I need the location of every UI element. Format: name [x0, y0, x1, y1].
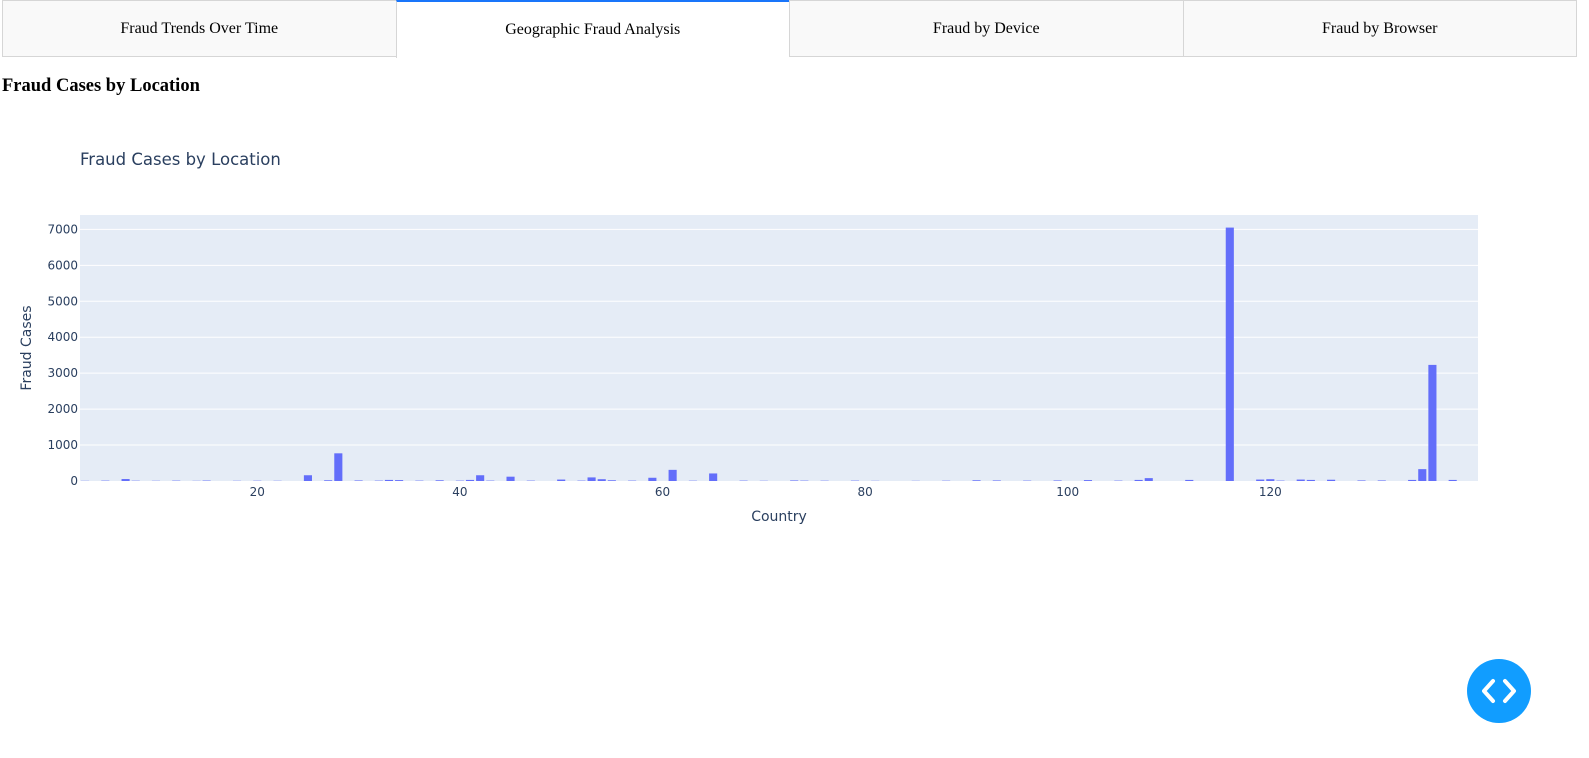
bar[interactable]	[972, 480, 981, 481]
bar[interactable]	[1144, 478, 1153, 481]
bar[interactable]	[1134, 479, 1143, 481]
tab-bar: Fraud Trends Over Time Geographic Fraud …	[2, 0, 1577, 58]
bar[interactable]	[465, 479, 475, 481]
bar[interactable]	[1306, 479, 1315, 481]
tab-geographic-fraud-analysis[interactable]: Geographic Fraud Analysis	[395, 0, 789, 58]
code-toggle-button[interactable]	[1467, 659, 1531, 723]
bar[interactable]	[1296, 479, 1305, 481]
bar[interactable]	[1428, 364, 1437, 481]
bar[interactable]	[587, 477, 596, 481]
x-tick-label: 20	[250, 485, 265, 499]
chart-title: Fraud Cases by Location	[80, 150, 281, 169]
y-tick-label: 0	[70, 474, 78, 488]
bar[interactable]	[334, 453, 343, 481]
x-tick-label: 60	[655, 485, 670, 499]
bar[interactable]	[1225, 227, 1234, 481]
bar[interactable]	[1377, 480, 1386, 481]
y-tick-label: 6000	[47, 258, 78, 272]
tab-fraud-trends[interactable]: Fraud Trends Over Time	[2, 0, 396, 57]
x-tick-label: 40	[452, 485, 467, 499]
bar[interactable]	[1448, 479, 1457, 481]
y-axis-ticks: 0 1000 2000 3000 4000 5000 6000 7000	[47, 222, 78, 488]
gridlines	[80, 228, 1478, 446]
plot-area	[80, 215, 1478, 481]
bar[interactable]	[384, 479, 394, 481]
bar[interactable]	[668, 469, 677, 481]
x-tick-label: 100	[1056, 485, 1079, 499]
bar[interactable]	[1266, 479, 1275, 481]
bar[interactable]	[709, 473, 718, 481]
x-tick-label: 120	[1259, 485, 1282, 499]
bar-series	[81, 227, 1457, 481]
y-tick-label: 2000	[47, 402, 78, 416]
bar[interactable]	[506, 476, 515, 481]
bar[interactable]	[354, 480, 363, 481]
y-axis-label: Fraud Cases	[19, 305, 35, 390]
x-axis-label: Country	[751, 509, 807, 525]
bar[interactable]	[1185, 479, 1194, 481]
bar[interactable]	[395, 480, 404, 481]
bar[interactable]	[1357, 480, 1366, 481]
bar[interactable]	[597, 479, 606, 481]
x-tick-label: 80	[857, 485, 872, 499]
tab-fraud-by-browser[interactable]: Fraud by Browser	[1182, 0, 1577, 57]
y-tick-label: 7000	[47, 222, 78, 236]
bar[interactable]	[790, 480, 799, 481]
bar[interactable]	[1408, 479, 1417, 481]
bar[interactable]	[1327, 479, 1336, 481]
bar[interactable]	[1053, 480, 1062, 481]
bar[interactable]	[1083, 480, 1093, 481]
bar[interactable]	[1418, 469, 1427, 481]
x-axis-ticks: 20 40 60 80 100 120	[250, 485, 1282, 499]
y-tick-label: 1000	[47, 438, 78, 452]
fraud-location-chart: Fraud Cases by Location 0100020003000400…	[19, 150, 1478, 525]
code-brackets-icon	[1482, 679, 1516, 703]
tab-fraud-by-device[interactable]: Fraud by Device	[789, 0, 1183, 57]
bar[interactable]	[607, 480, 616, 481]
y-tick-label: 5000	[47, 294, 78, 308]
bar[interactable]	[303, 475, 312, 481]
y-tick-label: 3000	[47, 366, 78, 380]
bar[interactable]	[476, 475, 485, 481]
page-heading: Fraud Cases by Location	[2, 76, 200, 96]
bar[interactable]	[557, 479, 566, 481]
bar[interactable]	[1256, 479, 1265, 481]
bar[interactable]	[121, 479, 130, 481]
bar[interactable]	[435, 480, 444, 481]
bar[interactable]	[324, 480, 333, 481]
y-tick-label: 4000	[47, 330, 78, 344]
bar[interactable]	[992, 480, 1001, 481]
bar[interactable]	[648, 477, 657, 481]
